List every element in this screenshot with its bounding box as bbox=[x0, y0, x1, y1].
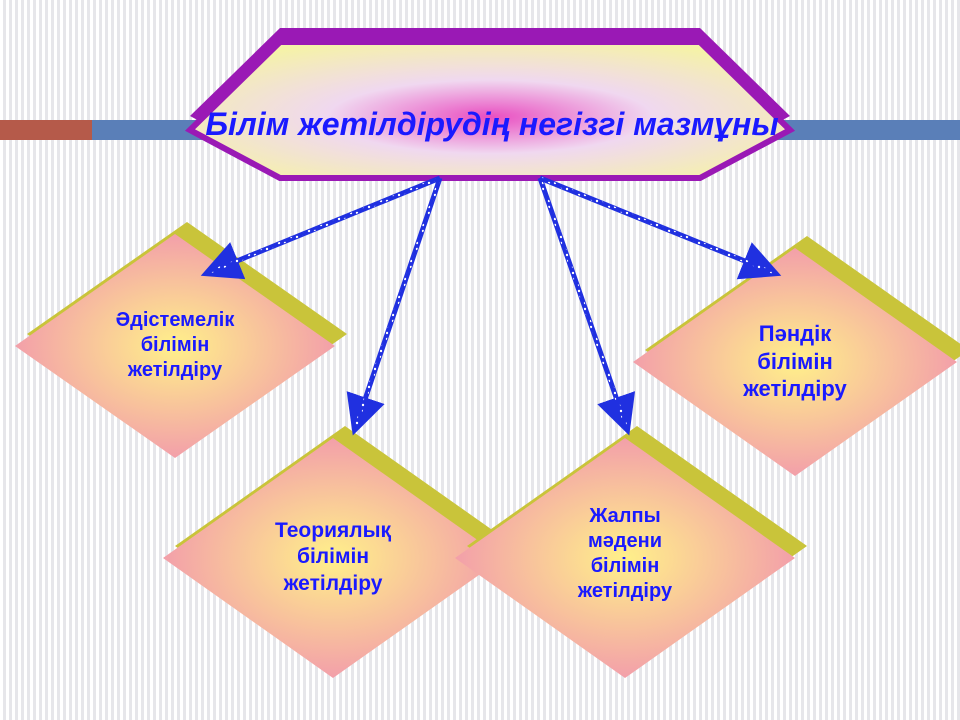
diamond-label-b: Теориялық білімін жетілдіру bbox=[251, 518, 415, 597]
diamond-label-a: Әдістемелік білімін жетілдіру bbox=[95, 308, 255, 383]
title-text: Білім жетілдірудің негізгі мазмұны bbox=[182, 106, 802, 143]
diamond-label-c: Жалпы мәдени білімін жетілдіру bbox=[549, 504, 701, 604]
title-hexagon bbox=[190, 28, 790, 178]
diamond-nodes bbox=[15, 222, 960, 678]
diagram-stage: Білім жетілдірудің негізгі мазмұны Әдіст… bbox=[0, 0, 960, 720]
diamond-label-d: Пәндік білімін жетілдіру bbox=[715, 320, 875, 403]
